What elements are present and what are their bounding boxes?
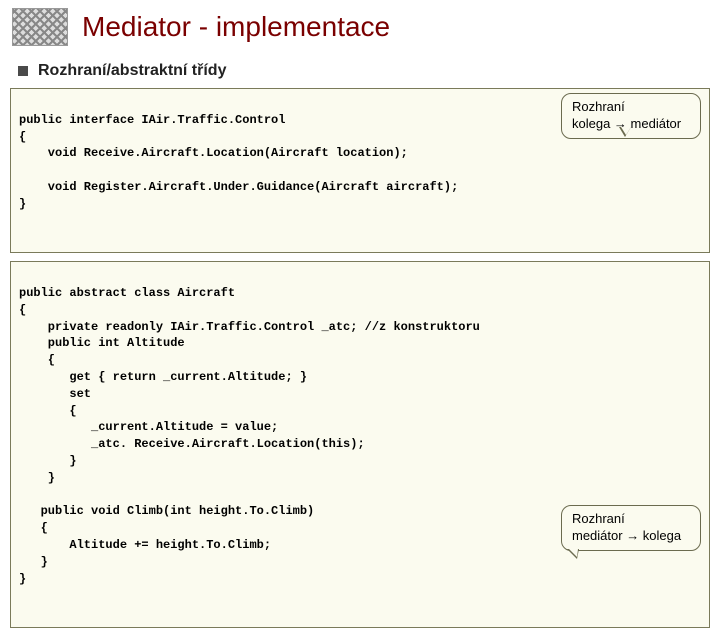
logo-icon — [12, 8, 68, 46]
callout1-line1: Rozhraní — [572, 99, 625, 114]
bullet-icon — [18, 66, 28, 76]
code-block-interface: public interface IAir.Traffic.Control { … — [10, 88, 710, 253]
callout2-line1: Rozhraní — [572, 511, 625, 526]
slide-title: Mediator - implementace — [82, 11, 390, 43]
subtitle-text: Rozhraní/abstraktní třídy — [38, 62, 226, 80]
callout-kolega-mediator: Rozhraní kolega → mediátor — [561, 93, 701, 139]
callout-mediator-kolega: Rozhraní mediátor → kolega — [561, 505, 701, 551]
subtitle-row: Rozhraní/abstraktní třídy — [0, 52, 720, 88]
slide-header: Mediator - implementace — [0, 0, 720, 52]
code-block-abstract-class: public abstract class Aircraft { private… — [10, 261, 710, 628]
code-text-1: public interface IAir.Traffic.Control { … — [19, 113, 458, 211]
callout2-line2: mediátor → kolega — [572, 528, 681, 543]
callout-tail-icon — [567, 549, 579, 559]
code-text-2: public abstract class Aircraft { private… — [19, 286, 480, 586]
callout-tail-icon — [619, 127, 631, 137]
